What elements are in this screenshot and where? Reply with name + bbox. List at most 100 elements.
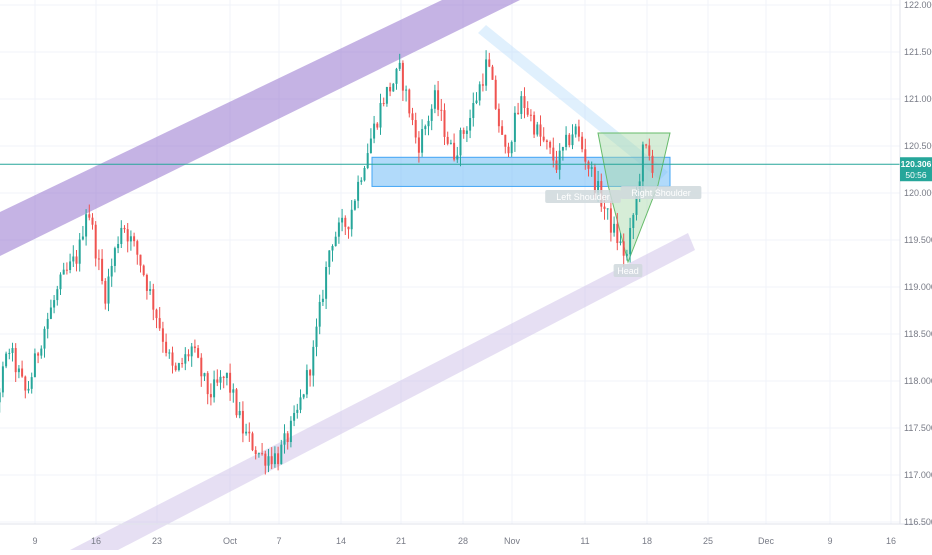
candle-body bbox=[206, 373, 209, 395]
candle-body bbox=[616, 223, 619, 244]
candle-body bbox=[520, 96, 523, 114]
x-tick-label: 18 bbox=[642, 536, 652, 546]
x-tick-label: 11 bbox=[580, 536, 589, 546]
candle-body bbox=[542, 136, 545, 141]
candle-body bbox=[5, 353, 8, 367]
candle-body bbox=[283, 433, 286, 445]
candle-body bbox=[565, 134, 568, 148]
candle-body bbox=[529, 114, 532, 116]
candle-body bbox=[443, 110, 446, 137]
candle-body bbox=[209, 394, 212, 398]
candle-body bbox=[533, 115, 536, 135]
candle-body bbox=[363, 167, 366, 181]
candle-body bbox=[449, 142, 452, 144]
x-tick-label: 21 bbox=[396, 536, 406, 546]
candle-body bbox=[309, 370, 312, 376]
candle-body bbox=[433, 90, 436, 109]
candle-body bbox=[398, 62, 401, 69]
candle-body bbox=[1, 366, 4, 393]
candle-body bbox=[325, 267, 328, 299]
candle-body bbox=[85, 214, 88, 237]
pattern-label: Head bbox=[617, 266, 639, 276]
y-tick-label: 117.500 bbox=[904, 423, 932, 433]
candle-body bbox=[267, 456, 270, 466]
candle-body bbox=[648, 145, 651, 156]
candle-body bbox=[81, 236, 84, 240]
candles bbox=[0, 50, 654, 475]
candle-body bbox=[574, 126, 577, 135]
pattern-label-bg bbox=[613, 264, 643, 277]
candle-body bbox=[446, 136, 449, 144]
candle-body bbox=[523, 96, 526, 108]
candle-body bbox=[427, 120, 430, 127]
candle-body bbox=[478, 84, 481, 101]
candle-body bbox=[299, 397, 302, 410]
candle-body bbox=[219, 376, 222, 383]
y-tick-label: 118.000 bbox=[904, 376, 932, 386]
candle-body bbox=[411, 113, 414, 121]
y-tick-label: 116.500 bbox=[904, 517, 932, 527]
candle-body bbox=[8, 352, 11, 354]
candle-body bbox=[225, 372, 228, 378]
candle-body bbox=[280, 444, 283, 465]
candle-body bbox=[568, 134, 571, 146]
candle-body bbox=[161, 328, 164, 342]
candle-body bbox=[376, 123, 379, 128]
candle-body bbox=[430, 108, 433, 121]
candle-body bbox=[462, 130, 465, 134]
candle-body bbox=[168, 352, 171, 354]
candle-body bbox=[312, 346, 315, 376]
countdown-label: 50:56 bbox=[905, 170, 927, 180]
x-tick-label: 9 bbox=[827, 536, 832, 546]
candle-body bbox=[555, 160, 558, 170]
candle-body bbox=[635, 191, 638, 215]
candle-body bbox=[629, 227, 632, 255]
candle-body bbox=[78, 239, 81, 264]
candle-body bbox=[232, 389, 235, 393]
last-price-label: 120.306 bbox=[901, 159, 932, 169]
candle-body bbox=[456, 155, 459, 160]
candle-body bbox=[117, 243, 120, 249]
candle-body bbox=[277, 453, 280, 465]
grid bbox=[0, 0, 900, 524]
pattern-label: Left Shoulder bbox=[556, 192, 610, 202]
y-tick-label: 121.000 bbox=[904, 94, 932, 104]
price-badge bbox=[900, 157, 932, 182]
candle-body bbox=[261, 453, 264, 455]
candle-body bbox=[501, 126, 504, 135]
candle-body bbox=[69, 261, 72, 271]
candle-body bbox=[465, 130, 468, 134]
candle-body bbox=[331, 246, 334, 251]
candle-body bbox=[526, 107, 529, 115]
y-tick-label: 121.500 bbox=[904, 47, 932, 57]
candle-body bbox=[408, 89, 411, 114]
candle-body bbox=[353, 200, 356, 210]
candle-body bbox=[88, 214, 91, 218]
candle-body bbox=[315, 326, 318, 347]
candle-body bbox=[497, 108, 500, 127]
candle-body bbox=[155, 309, 158, 319]
x-tick-label: 23 bbox=[152, 536, 162, 546]
candle-body bbox=[510, 141, 513, 154]
candle-body bbox=[110, 265, 113, 277]
candle-body bbox=[590, 167, 593, 169]
candle-body bbox=[536, 124, 539, 135]
candle-body bbox=[104, 281, 107, 304]
candle-body bbox=[401, 62, 404, 91]
candle-body bbox=[414, 120, 417, 138]
candle-body bbox=[581, 136, 584, 150]
candle-body bbox=[545, 140, 548, 142]
candle-body bbox=[337, 222, 340, 237]
y-tick-label: 118.500 bbox=[904, 329, 932, 339]
x-tick-label: 16 bbox=[91, 536, 101, 546]
candle-body bbox=[485, 59, 488, 86]
candle-body bbox=[318, 301, 321, 327]
candle-body bbox=[241, 410, 244, 434]
candle-body bbox=[440, 109, 443, 111]
x-tick-label: 14 bbox=[336, 536, 346, 546]
candle-body bbox=[619, 241, 622, 244]
y-tick-label: 122.000 bbox=[904, 0, 932, 10]
candle-body bbox=[254, 450, 257, 455]
x-tick-label: Dec bbox=[758, 536, 775, 546]
